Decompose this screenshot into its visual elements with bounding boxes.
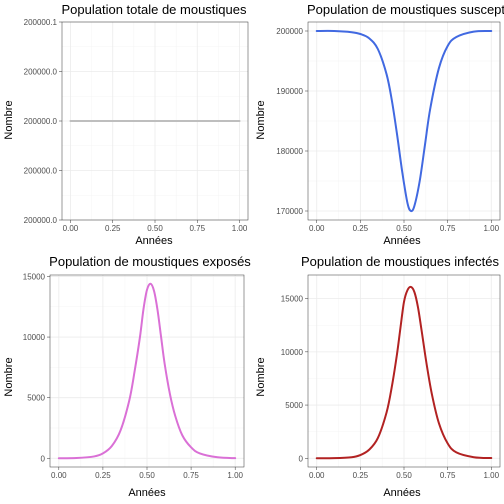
y-axis-label: Nombre bbox=[255, 357, 267, 396]
y-tick-label: 180000 bbox=[276, 147, 303, 156]
chart-panel-exposes: 0.00 0.25 0.50 0.75 1.00 0 5000 10000 15000 Popu… bbox=[0, 252, 252, 504]
chart-infectes-svg: 0.00 0.25 0.50 0.75 1.00 0 5000 10000 15000 Popu… bbox=[255, 254, 501, 499]
x-axis-label: Années bbox=[383, 487, 421, 499]
y-tick-label: 200000.0 bbox=[24, 216, 58, 225]
x-tick-label: 1.00 bbox=[232, 224, 248, 233]
x-tick-label: 0.75 bbox=[440, 224, 456, 233]
chart-susceptibles-svg: 0.00 0.25 0.50 0.75 1.00 170000 180000 190000 20… bbox=[255, 2, 504, 247]
y-tick-label: 15000 bbox=[281, 295, 304, 304]
chart-panel-infectes: 0.00 0.25 0.50 0.75 1.00 0 5000 10000 15000 Popu… bbox=[252, 252, 504, 504]
x-tick-label: 0.50 bbox=[396, 224, 412, 233]
y-tick-label: 10000 bbox=[23, 333, 46, 342]
x-tick-label: 0.25 bbox=[95, 471, 111, 480]
chart-total-svg: 0.00 0.25 0.50 0.75 1.00 200000.0 200000.0 2000… bbox=[3, 2, 249, 247]
x-tick-label: 0.75 bbox=[183, 471, 199, 480]
x-axis-label: Années bbox=[128, 487, 166, 499]
x-tick-label: 1.00 bbox=[227, 471, 243, 480]
y-tick-label: 200000.1 bbox=[24, 18, 58, 27]
x-tick-label: 0.50 bbox=[147, 224, 163, 233]
plot-area: 0.00 0.25 0.50 0.75 1.00 200000.0 200000.0 2000… bbox=[24, 18, 249, 233]
y-tick-label: 200000.0 bbox=[24, 68, 58, 77]
chart-title: Population de moustiques exposés bbox=[49, 254, 251, 269]
x-tick-label: 0.25 bbox=[105, 224, 121, 233]
y-axis-label: Nombre bbox=[3, 357, 15, 396]
chart-panel-total: 0.00 0.25 0.50 0.75 1.00 200000.0 200000.0 2000… bbox=[0, 0, 252, 252]
x-tick-label: 0.00 bbox=[309, 471, 325, 480]
y-tick-label: 190000 bbox=[276, 87, 303, 96]
series-line bbox=[315, 285, 493, 460]
y-tick-label: 200000 bbox=[276, 27, 303, 36]
series-line bbox=[315, 29, 493, 213]
y-tick-label: 5000 bbox=[27, 394, 45, 403]
y-axis-label: Nombre bbox=[3, 100, 15, 139]
plot-area: 0.00 0.25 0.50 0.75 1.00 0 5000 10000 15000 bbox=[281, 274, 501, 480]
chart-panel-susceptibles: 0.00 0.25 0.50 0.75 1.00 170000 180000 190000 20… bbox=[252, 0, 504, 252]
chart-exposes-svg: 0.00 0.25 0.50 0.75 1.00 0 5000 10000 15000 Popu… bbox=[3, 254, 251, 499]
y-tick-label: 5000 bbox=[285, 401, 303, 410]
x-axis-label: Années bbox=[135, 235, 173, 247]
chart-title: Population totale de moustiques bbox=[61, 2, 247, 17]
x-tick-label: 1.00 bbox=[483, 224, 499, 233]
plot-area: 0.00 0.25 0.50 0.75 1.00 0 5000 10000 15000 bbox=[23, 272, 245, 480]
x-tick-label: 0.25 bbox=[353, 471, 369, 480]
x-tick-label: 0.00 bbox=[51, 471, 67, 480]
x-axis-label: Années bbox=[383, 235, 421, 247]
y-tick-label: 200000.0 bbox=[24, 117, 58, 126]
y-tick-label: 0 bbox=[299, 454, 304, 463]
chart-title: Population de moustiques susceptibles bbox=[307, 2, 504, 17]
x-tick-label: 1.00 bbox=[483, 471, 499, 480]
y-axis-label: Nombre bbox=[255, 100, 267, 139]
y-tick-label: 15000 bbox=[23, 272, 46, 281]
x-tick-label: 0.75 bbox=[440, 471, 456, 480]
x-tick-label: 0.50 bbox=[396, 471, 412, 480]
y-tick-label: 200000.0 bbox=[24, 167, 58, 176]
plot-area: 0.00 0.25 0.50 0.75 1.00 170000 180000 190000 20… bbox=[276, 21, 501, 233]
chart-title: Population de moustiques infectés bbox=[301, 254, 500, 269]
x-tick-label: 0.00 bbox=[309, 224, 325, 233]
x-tick-label: 0.00 bbox=[63, 224, 79, 233]
series-line bbox=[57, 282, 237, 460]
x-tick-label: 0.75 bbox=[189, 224, 205, 233]
y-tick-label: 170000 bbox=[276, 207, 303, 216]
y-tick-label: 10000 bbox=[281, 348, 304, 357]
y-tick-label: 0 bbox=[41, 454, 46, 463]
x-tick-label: 0.25 bbox=[353, 224, 369, 233]
x-tick-label: 0.50 bbox=[139, 471, 155, 480]
